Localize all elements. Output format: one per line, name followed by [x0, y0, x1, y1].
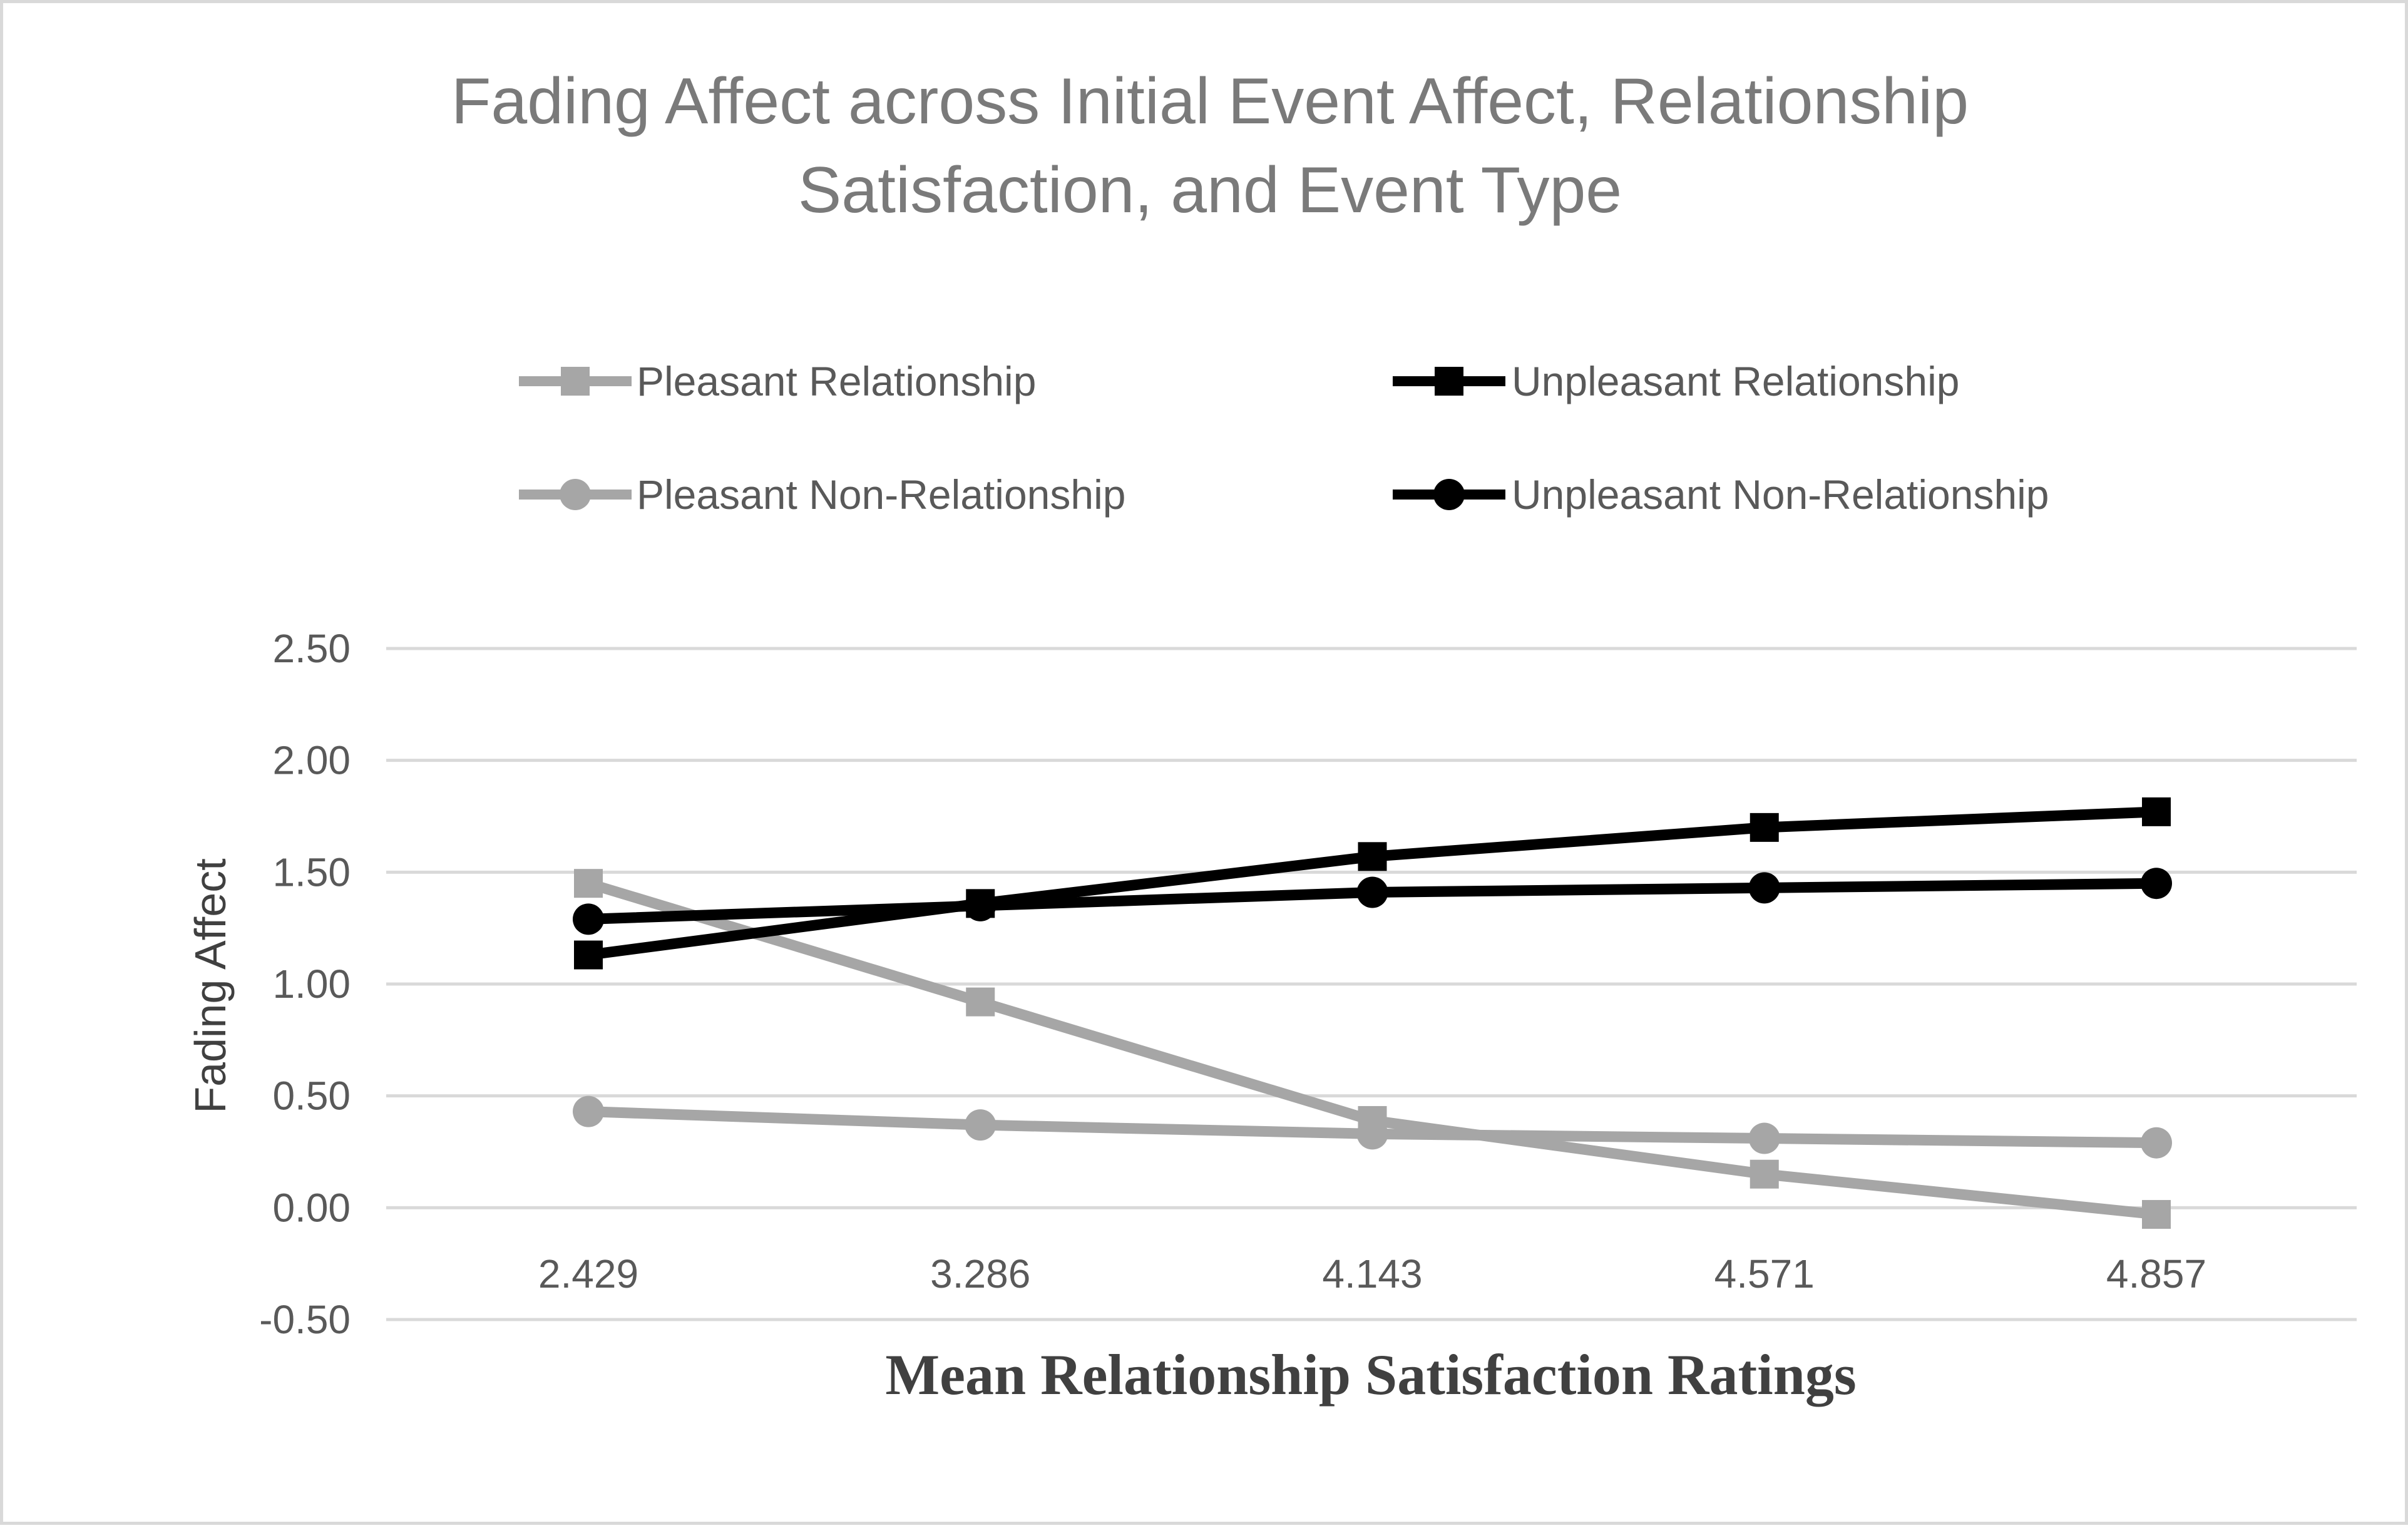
y-tick-label: -0.50	[259, 1297, 351, 1342]
legend-item-pleasant-relationship[interactable]: Pleasant Relationship	[519, 358, 1036, 404]
legend-label-unpleasant-relationship: Unpleasant Relationship	[1512, 358, 1959, 404]
data-point-circle[interactable]	[2141, 1127, 2172, 1159]
x-tick-label: 4.571	[1714, 1251, 1815, 1296]
chart-title-line-1: Fading Affect across Initial Event Affec…	[451, 65, 1969, 138]
x-axis-ticks: 2.429 3.286 4.143 4.571 4.857	[538, 1251, 2206, 1296]
y-axis-ticks: 2.50 2.00 1.50 1.00 0.50 0.00 -0.50	[259, 626, 351, 1342]
series-line	[587, 878, 2157, 1220]
x-axis-label: Mean Relationship Satisfaction Ratings	[885, 1343, 1856, 1407]
x-tick-label: 4.143	[1322, 1251, 1422, 1296]
data-point-square[interactable]	[2142, 1200, 2171, 1229]
gridlines	[386, 647, 2357, 1321]
data-point-circle[interactable]	[1748, 872, 1780, 904]
legend-marker-circle-gray	[560, 479, 591, 510]
legend-label-unpleasant-non-relationship: Unpleasant Non-Relationship	[1512, 471, 2049, 518]
series-pleasant-non-relationship	[573, 1095, 2172, 1159]
data-point-circle[interactable]	[965, 1109, 997, 1141]
data-point-circle[interactable]	[1356, 1118, 1388, 1150]
legend-marker-circle-black	[1433, 479, 1465, 510]
y-tick-label: 2.00	[272, 738, 351, 783]
legend: Pleasant Relationship Unpleasant Relatio…	[519, 358, 2049, 518]
y-tick-label: 0.50	[272, 1074, 351, 1119]
data-point-square[interactable]	[966, 987, 995, 1017]
legend-label-pleasant-relationship: Pleasant Relationship	[637, 358, 1036, 404]
y-axis-label: Fading Affect	[186, 858, 235, 1113]
data-point-circle[interactable]	[965, 890, 997, 921]
legend-marker-square-gray	[561, 367, 590, 396]
y-tick-label: 2.50	[272, 626, 351, 671]
series-unpleasant-non-relationship	[573, 868, 2172, 935]
y-tick-label: 1.50	[272, 849, 351, 895]
data-point-circle[interactable]	[573, 903, 604, 935]
x-tick-label: 2.429	[538, 1251, 638, 1296]
line-chart: Fading Affect across Initial Event Affec…	[186, 65, 2357, 1407]
x-tick-label: 4.857	[2106, 1251, 2206, 1296]
data-point-square[interactable]	[2142, 797, 2171, 826]
data-point-square[interactable]	[1358, 842, 1387, 871]
data-point-circle[interactable]	[1356, 876, 1388, 908]
legend-label-pleasant-non-relationship: Pleasant Non-Relationship	[637, 471, 1125, 518]
data-point-square[interactable]	[1750, 813, 1779, 842]
legend-item-pleasant-non-relationship[interactable]: Pleasant Non-Relationship	[519, 471, 1125, 518]
data-point-circle[interactable]	[1748, 1122, 1780, 1154]
data-point-square[interactable]	[574, 869, 603, 898]
data-point-circle[interactable]	[2141, 868, 2172, 900]
x-tick-label: 3.286	[930, 1251, 1030, 1296]
legend-marker-square-black	[1435, 367, 1463, 396]
series-layer	[573, 797, 2172, 1229]
y-tick-label: 0.00	[272, 1185, 351, 1230]
data-point-square[interactable]	[574, 940, 603, 970]
data-point-circle[interactable]	[573, 1095, 604, 1127]
chart-title-line-2: Satisfaction, and Event Type	[798, 154, 1622, 227]
y-tick-label: 1.00	[272, 961, 351, 1007]
legend-item-unpleasant-relationship[interactable]: Unpleasant Relationship	[1393, 358, 1959, 404]
legend-item-unpleasant-non-relationship[interactable]: Unpleasant Non-Relationship	[1393, 471, 2049, 518]
data-point-square[interactable]	[1750, 1159, 1779, 1189]
